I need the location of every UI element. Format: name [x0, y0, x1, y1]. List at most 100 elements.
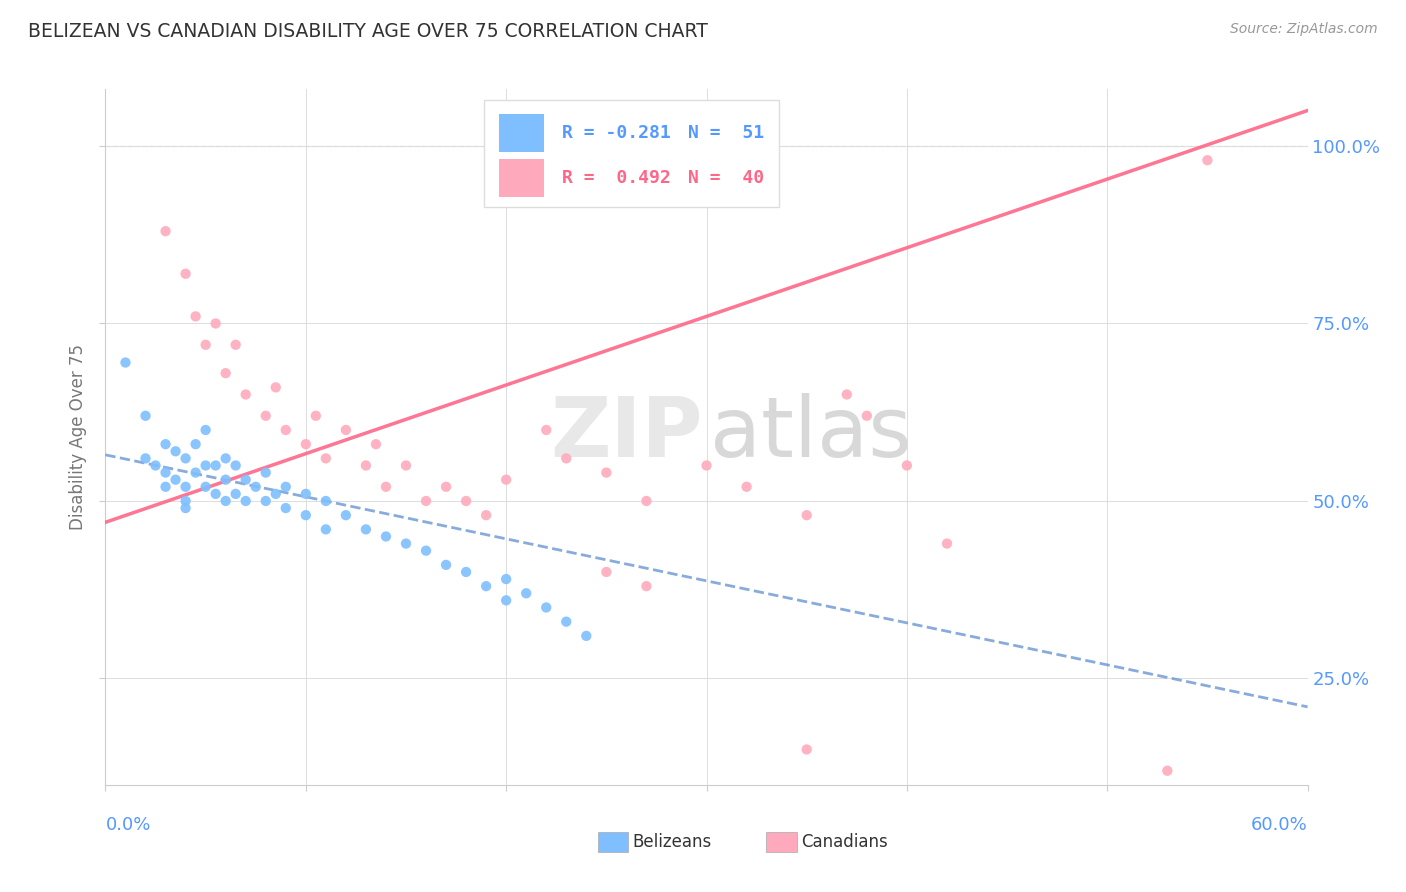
- Point: [295, 437, 318, 451]
- Text: 60.0%: 60.0%: [1251, 816, 1308, 834]
- Point: [515, 586, 537, 600]
- Point: [415, 494, 437, 508]
- Point: [214, 494, 236, 508]
- Point: [155, 224, 177, 238]
- Point: [495, 593, 517, 607]
- Point: [315, 494, 337, 508]
- Point: [595, 466, 617, 480]
- Point: [204, 458, 226, 473]
- Point: [575, 629, 598, 643]
- Point: [495, 572, 517, 586]
- Point: [335, 423, 357, 437]
- Point: [184, 466, 207, 480]
- Point: [636, 494, 658, 508]
- Point: [225, 338, 247, 352]
- Point: [254, 466, 277, 480]
- Point: [174, 480, 197, 494]
- Point: [696, 458, 718, 473]
- Text: atlas: atlas: [710, 393, 912, 475]
- Text: 0.0%: 0.0%: [105, 816, 150, 834]
- Point: [395, 536, 418, 550]
- Point: [534, 600, 557, 615]
- Point: [174, 494, 197, 508]
- Point: [374, 480, 398, 494]
- Point: [636, 579, 658, 593]
- Point: [796, 508, 818, 523]
- Point: [315, 451, 337, 466]
- Point: [155, 466, 177, 480]
- Point: [225, 487, 247, 501]
- Point: [595, 565, 617, 579]
- Point: [374, 529, 398, 543]
- Point: [305, 409, 328, 423]
- Point: [1156, 764, 1178, 778]
- Point: [235, 473, 257, 487]
- Point: [274, 480, 297, 494]
- Point: [534, 423, 557, 437]
- Point: [214, 366, 236, 380]
- Point: [454, 494, 477, 508]
- Point: [114, 355, 136, 369]
- Point: [135, 451, 157, 466]
- Point: [454, 565, 477, 579]
- Point: [174, 501, 197, 516]
- Point: [135, 409, 157, 423]
- Point: [735, 480, 758, 494]
- Text: N =  40: N = 40: [689, 169, 765, 187]
- Point: [796, 742, 818, 756]
- Point: [184, 437, 207, 451]
- Point: [155, 437, 177, 451]
- Point: [174, 267, 197, 281]
- Point: [214, 451, 236, 466]
- Text: R =  0.492: R = 0.492: [562, 169, 671, 187]
- Point: [835, 387, 858, 401]
- Point: [155, 480, 177, 494]
- Point: [165, 444, 187, 458]
- Point: [194, 423, 217, 437]
- Point: [165, 473, 187, 487]
- Point: [415, 543, 437, 558]
- Point: [555, 615, 578, 629]
- Point: [194, 458, 217, 473]
- Point: [354, 522, 377, 536]
- FancyBboxPatch shape: [484, 100, 779, 208]
- Point: [235, 387, 257, 401]
- Text: N =  51: N = 51: [689, 124, 765, 142]
- Point: [184, 310, 207, 324]
- Point: [434, 558, 457, 572]
- Point: [335, 508, 357, 523]
- Point: [274, 423, 297, 437]
- Point: [395, 458, 418, 473]
- Point: [264, 380, 287, 394]
- Point: [194, 338, 217, 352]
- Point: [936, 536, 959, 550]
- Point: [225, 458, 247, 473]
- Point: [315, 522, 337, 536]
- Point: [145, 458, 167, 473]
- Point: [274, 501, 297, 516]
- Text: BELIZEAN VS CANADIAN DISABILITY AGE OVER 75 CORRELATION CHART: BELIZEAN VS CANADIAN DISABILITY AGE OVER…: [28, 22, 709, 41]
- Point: [475, 579, 498, 593]
- Point: [555, 451, 578, 466]
- Point: [295, 487, 318, 501]
- Point: [855, 409, 877, 423]
- Text: Source: ZipAtlas.com: Source: ZipAtlas.com: [1230, 22, 1378, 37]
- Point: [235, 494, 257, 508]
- Point: [254, 494, 277, 508]
- Point: [264, 487, 287, 501]
- Point: [214, 473, 236, 487]
- Text: Canadians: Canadians: [801, 833, 889, 851]
- Point: [204, 317, 226, 331]
- Point: [194, 480, 217, 494]
- Point: [254, 409, 277, 423]
- FancyBboxPatch shape: [499, 113, 544, 152]
- Text: Belizeans: Belizeans: [633, 833, 711, 851]
- Text: ZIP: ZIP: [550, 393, 703, 475]
- Y-axis label: Disability Age Over 75: Disability Age Over 75: [69, 344, 87, 530]
- Point: [204, 487, 226, 501]
- Point: [354, 458, 377, 473]
- Point: [896, 458, 918, 473]
- Point: [364, 437, 387, 451]
- Text: R = -0.281: R = -0.281: [562, 124, 671, 142]
- Point: [434, 480, 457, 494]
